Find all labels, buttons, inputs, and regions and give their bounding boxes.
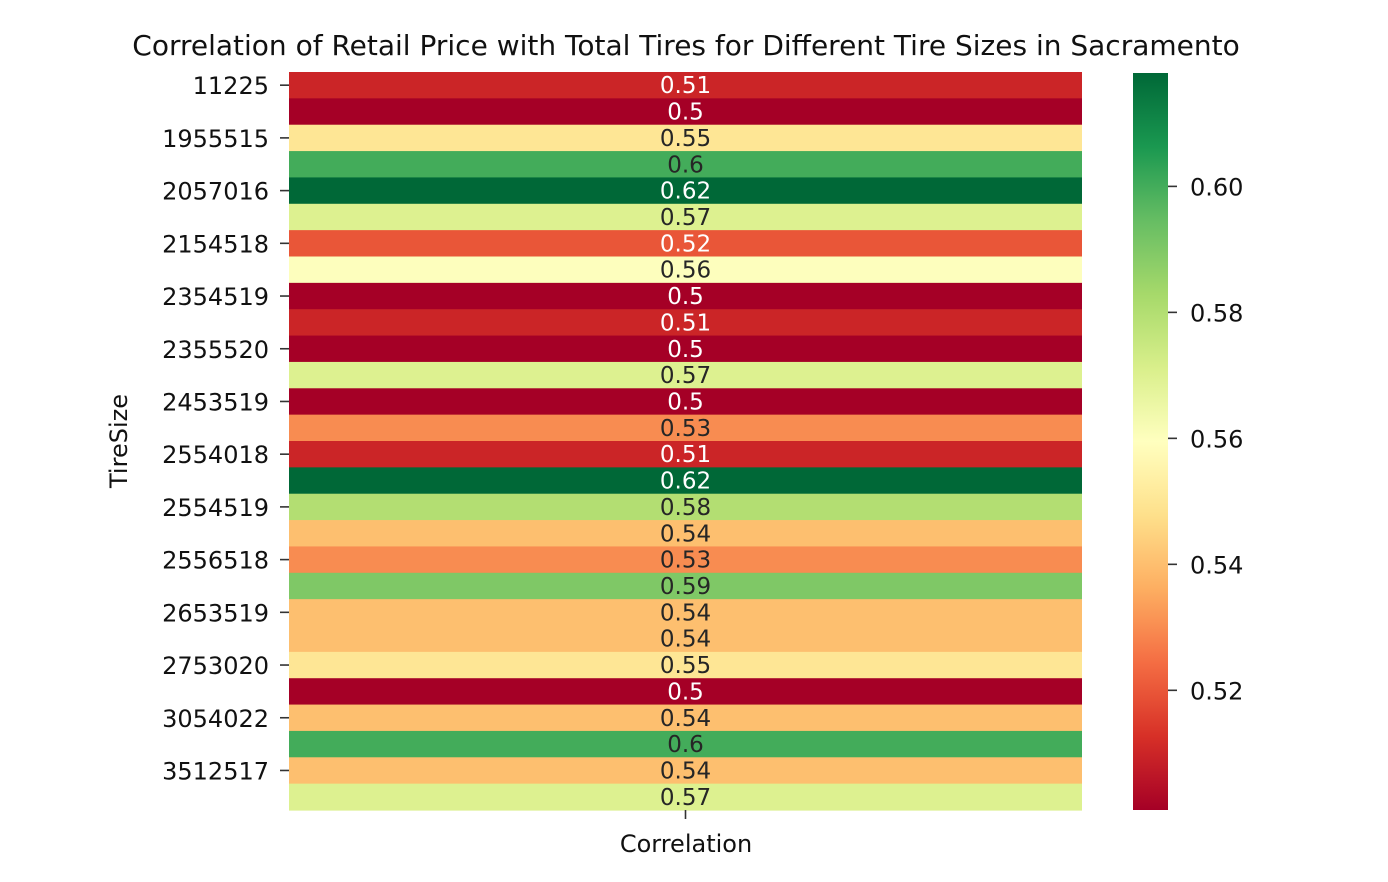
y-tick-label: 2355520 [162,336,269,364]
heatmap-cell [289,177,1082,205]
heatmap-cell [289,730,1082,758]
chart-title: Correlation of Retail Price with Total T… [132,29,1239,62]
cell-value-label: 0.5 [667,389,704,415]
colorbar-tick-label: 0.52 [1190,677,1243,705]
cell-value-label: 0.54 [660,627,711,653]
y-tick-label: 2354519 [162,283,269,311]
y-tick-label: 2556518 [162,547,269,575]
heatmap-cell [289,704,1082,732]
heatmap-cell [289,599,1082,627]
y-tick-label: 2653519 [162,599,269,627]
heatmap-cell [289,151,1082,179]
colorbar-tick-label: 0.54 [1190,551,1243,579]
cell-value-label: 0.6 [667,732,704,758]
cell-value-label: 0.57 [660,205,711,231]
colorbar-tick-label: 0.60 [1190,173,1243,201]
cell-value-label: 0.56 [660,258,711,284]
cell-value-label: 0.51 [660,442,711,468]
y-axis: 11225 1955515 2057016 2154518 2354519 2355520… [162,72,289,785]
cell-value-label: 0.59 [660,574,711,600]
cell-value-label: 0.57 [660,363,711,389]
cell-value-label: 0.5 [667,679,704,705]
heatmap-cell [289,203,1082,231]
colorbar-tick-label: 0.58 [1190,299,1243,327]
heatmap-cell [289,309,1082,337]
heatmap-cell [289,546,1082,574]
cell-value-label: 0.53 [660,416,711,442]
y-tick-label: 2554519 [162,494,269,522]
heatmap-cell [289,572,1082,600]
cell-value-label: 0.5 [667,284,704,310]
heatmap-cell [289,335,1082,363]
heatmap-cell [289,651,1082,679]
heatmap-cell [289,783,1082,811]
heatmap-cell [289,388,1082,416]
heatmap-cell [289,256,1082,284]
cell-value-label: 0.54 [660,521,711,547]
cell-value-label: 0.62 [660,469,711,495]
colorbar-tick-label: 0.56 [1190,425,1243,453]
y-tick-label: 2753020 [162,652,269,680]
cell-value-label: 0.6 [667,152,704,178]
cell-value-label: 0.62 [660,179,711,205]
cell-value-label: 0.52 [660,231,711,257]
heatmap-cell [289,757,1082,785]
y-tick-label: 2554018 [162,441,269,469]
heatmap-cell [289,520,1082,548]
heatmap-cell-labels: 0.510.50.550.60.620.570.520.560.50.510.5… [660,73,711,811]
y-tick-label: 11225 [193,72,269,100]
cell-value-label: 0.51 [660,310,711,336]
heatmap-cell [289,678,1082,706]
cell-value-label: 0.54 [660,758,711,784]
heatmap-cell [289,98,1082,126]
cell-value-label: 0.58 [660,495,711,521]
colorbar [1133,73,1168,810]
cell-value-label: 0.55 [660,653,711,679]
y-tick-label: 3054022 [162,705,269,733]
cell-value-label: 0.57 [660,785,711,811]
colorbar-ticks: 0.52 0.54 0.56 0.58 0.60 [1168,173,1243,705]
heatmap-cell [289,414,1082,442]
heatmap-cell [289,230,1082,258]
heatmap-cell [289,441,1082,468]
cell-value-label: 0.54 [660,600,711,626]
heatmap-cell [289,625,1082,653]
y-tick-label: 1955515 [162,125,269,153]
cell-value-label: 0.51 [660,73,711,99]
cell-value-label: 0.55 [660,126,711,152]
heatmap-cells [289,72,1082,811]
y-tick-label: 2453519 [162,388,269,416]
x-axis-label: Correlation [620,830,752,858]
y-tick-label: 2154518 [162,230,269,258]
heatmap-cell [289,493,1082,521]
cell-value-label: 0.54 [660,706,711,732]
y-tick-label: 3512517 [162,757,269,785]
heatmap-cell [289,72,1082,99]
y-tick-label: 2057016 [162,178,269,206]
heatmap-cell [289,361,1082,389]
heatmap-cell [289,124,1082,152]
y-axis-label: TireSize [105,394,133,489]
cell-value-label: 0.53 [660,548,711,574]
cell-value-label: 0.5 [667,100,704,126]
heatmap-cell [289,282,1082,310]
cell-value-label: 0.5 [667,337,704,363]
heatmap-cell [289,467,1082,495]
